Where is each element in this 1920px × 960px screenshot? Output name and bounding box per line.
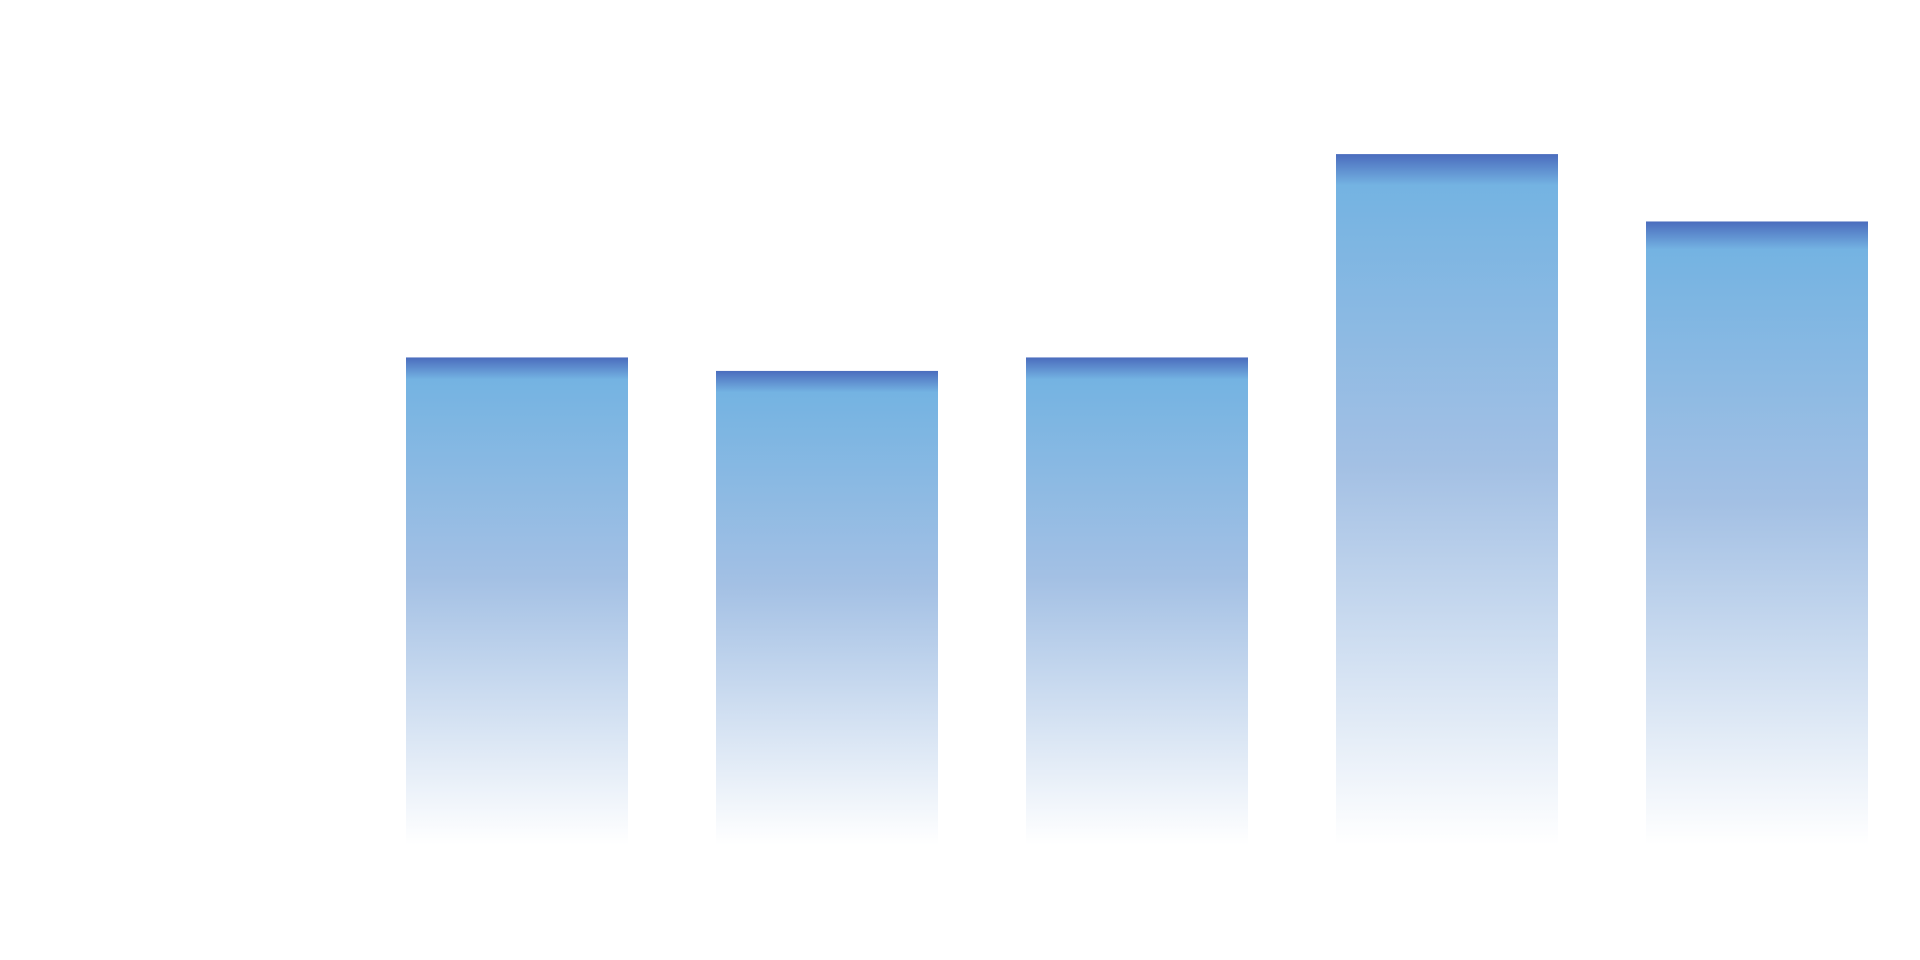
bar — [1336, 154, 1558, 846]
bar — [406, 357, 628, 845]
bar — [1026, 357, 1248, 845]
bar — [1646, 221, 1868, 846]
bar — [716, 370, 938, 845]
